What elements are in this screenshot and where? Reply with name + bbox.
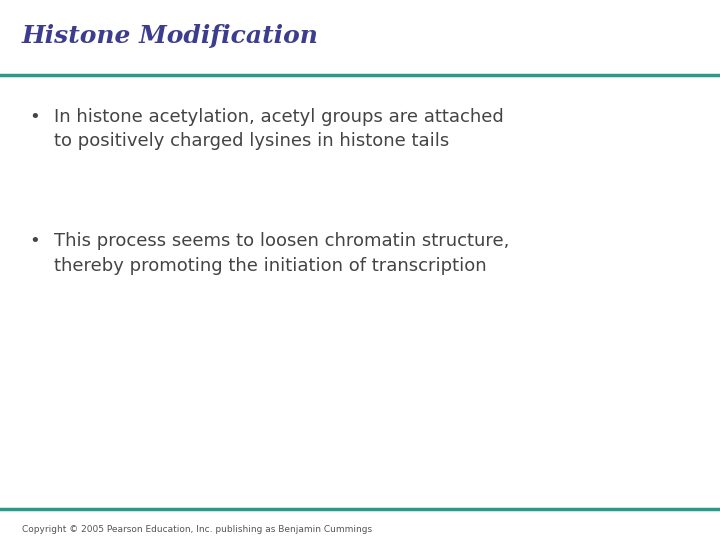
Text: •: • (29, 232, 40, 250)
Text: In histone acetylation, acetyl groups are attached
to positively charged lysines: In histone acetylation, acetyl groups ar… (54, 108, 504, 150)
Text: Histone Modification: Histone Modification (22, 24, 318, 48)
Text: •: • (29, 108, 40, 126)
Text: This process seems to loosen chromatin structure,
thereby promoting the initiati: This process seems to loosen chromatin s… (54, 232, 509, 274)
Text: Copyright © 2005 Pearson Education, Inc. publishing as Benjamin Cummings: Copyright © 2005 Pearson Education, Inc.… (22, 524, 372, 534)
